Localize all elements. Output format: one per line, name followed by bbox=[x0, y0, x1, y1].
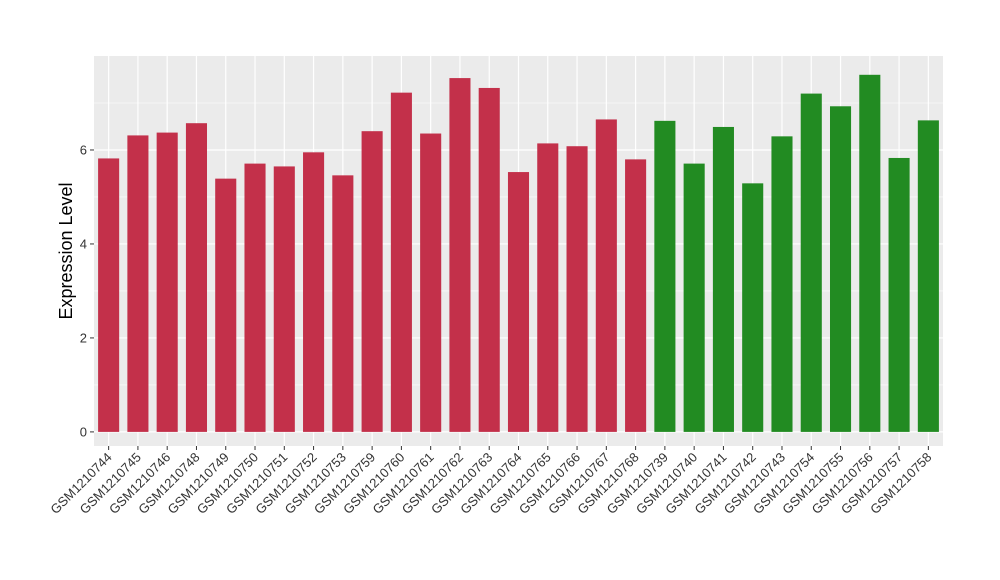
bar-GSM1210751 bbox=[273, 166, 295, 432]
bar-GSM1210755 bbox=[829, 106, 852, 432]
bar-GSM1210760 bbox=[390, 92, 412, 432]
bar-GSM1210757 bbox=[888, 157, 910, 432]
y-tick-label: 2 bbox=[80, 330, 87, 345]
bar-GSM1210758 bbox=[917, 120, 939, 432]
bar-GSM1210766 bbox=[566, 146, 588, 432]
y-tick-label: 4 bbox=[80, 236, 87, 251]
bar-GSM1210767 bbox=[595, 119, 617, 432]
y-axis-title: Expression Level bbox=[56, 182, 76, 319]
bar-GSM1210749 bbox=[215, 178, 237, 432]
bar-GSM1210745 bbox=[127, 135, 149, 432]
bar-GSM1210741 bbox=[712, 126, 734, 432]
bar-GSM1210759 bbox=[361, 131, 383, 432]
bar-GSM1210740 bbox=[683, 163, 705, 432]
bar-GSM1210753 bbox=[332, 175, 354, 432]
bar-GSM1210756 bbox=[859, 74, 881, 432]
bar-GSM1210743 bbox=[771, 136, 793, 432]
y-axis: 0 2 4 6 bbox=[80, 142, 94, 439]
bar-GSM1210744 bbox=[98, 158, 120, 432]
bar-GSM1210752 bbox=[303, 152, 325, 432]
y-tick-label: 0 bbox=[80, 424, 87, 439]
y-tick-label: 6 bbox=[80, 142, 87, 157]
bar-GSM1210762 bbox=[449, 78, 471, 432]
bar-GSM1210750 bbox=[244, 163, 266, 432]
bar-GSM1210765 bbox=[537, 143, 559, 432]
x-axis: GSM1210744GSM1210745GSM1210746GSM1210748… bbox=[47, 446, 934, 517]
bar-GSM1210754 bbox=[800, 93, 822, 432]
bar-GSM1210763 bbox=[478, 87, 500, 432]
bars bbox=[98, 74, 939, 432]
bar-GSM1210768 bbox=[625, 159, 647, 432]
bar-GSM1210742 bbox=[742, 183, 764, 432]
bar-GSM1210739 bbox=[654, 120, 676, 432]
bar-GSM1210761 bbox=[420, 133, 442, 432]
bar-GSM1210748 bbox=[185, 123, 208, 432]
bar-GSM1210764 bbox=[507, 172, 530, 432]
bar-GSM1210746 bbox=[156, 132, 178, 432]
